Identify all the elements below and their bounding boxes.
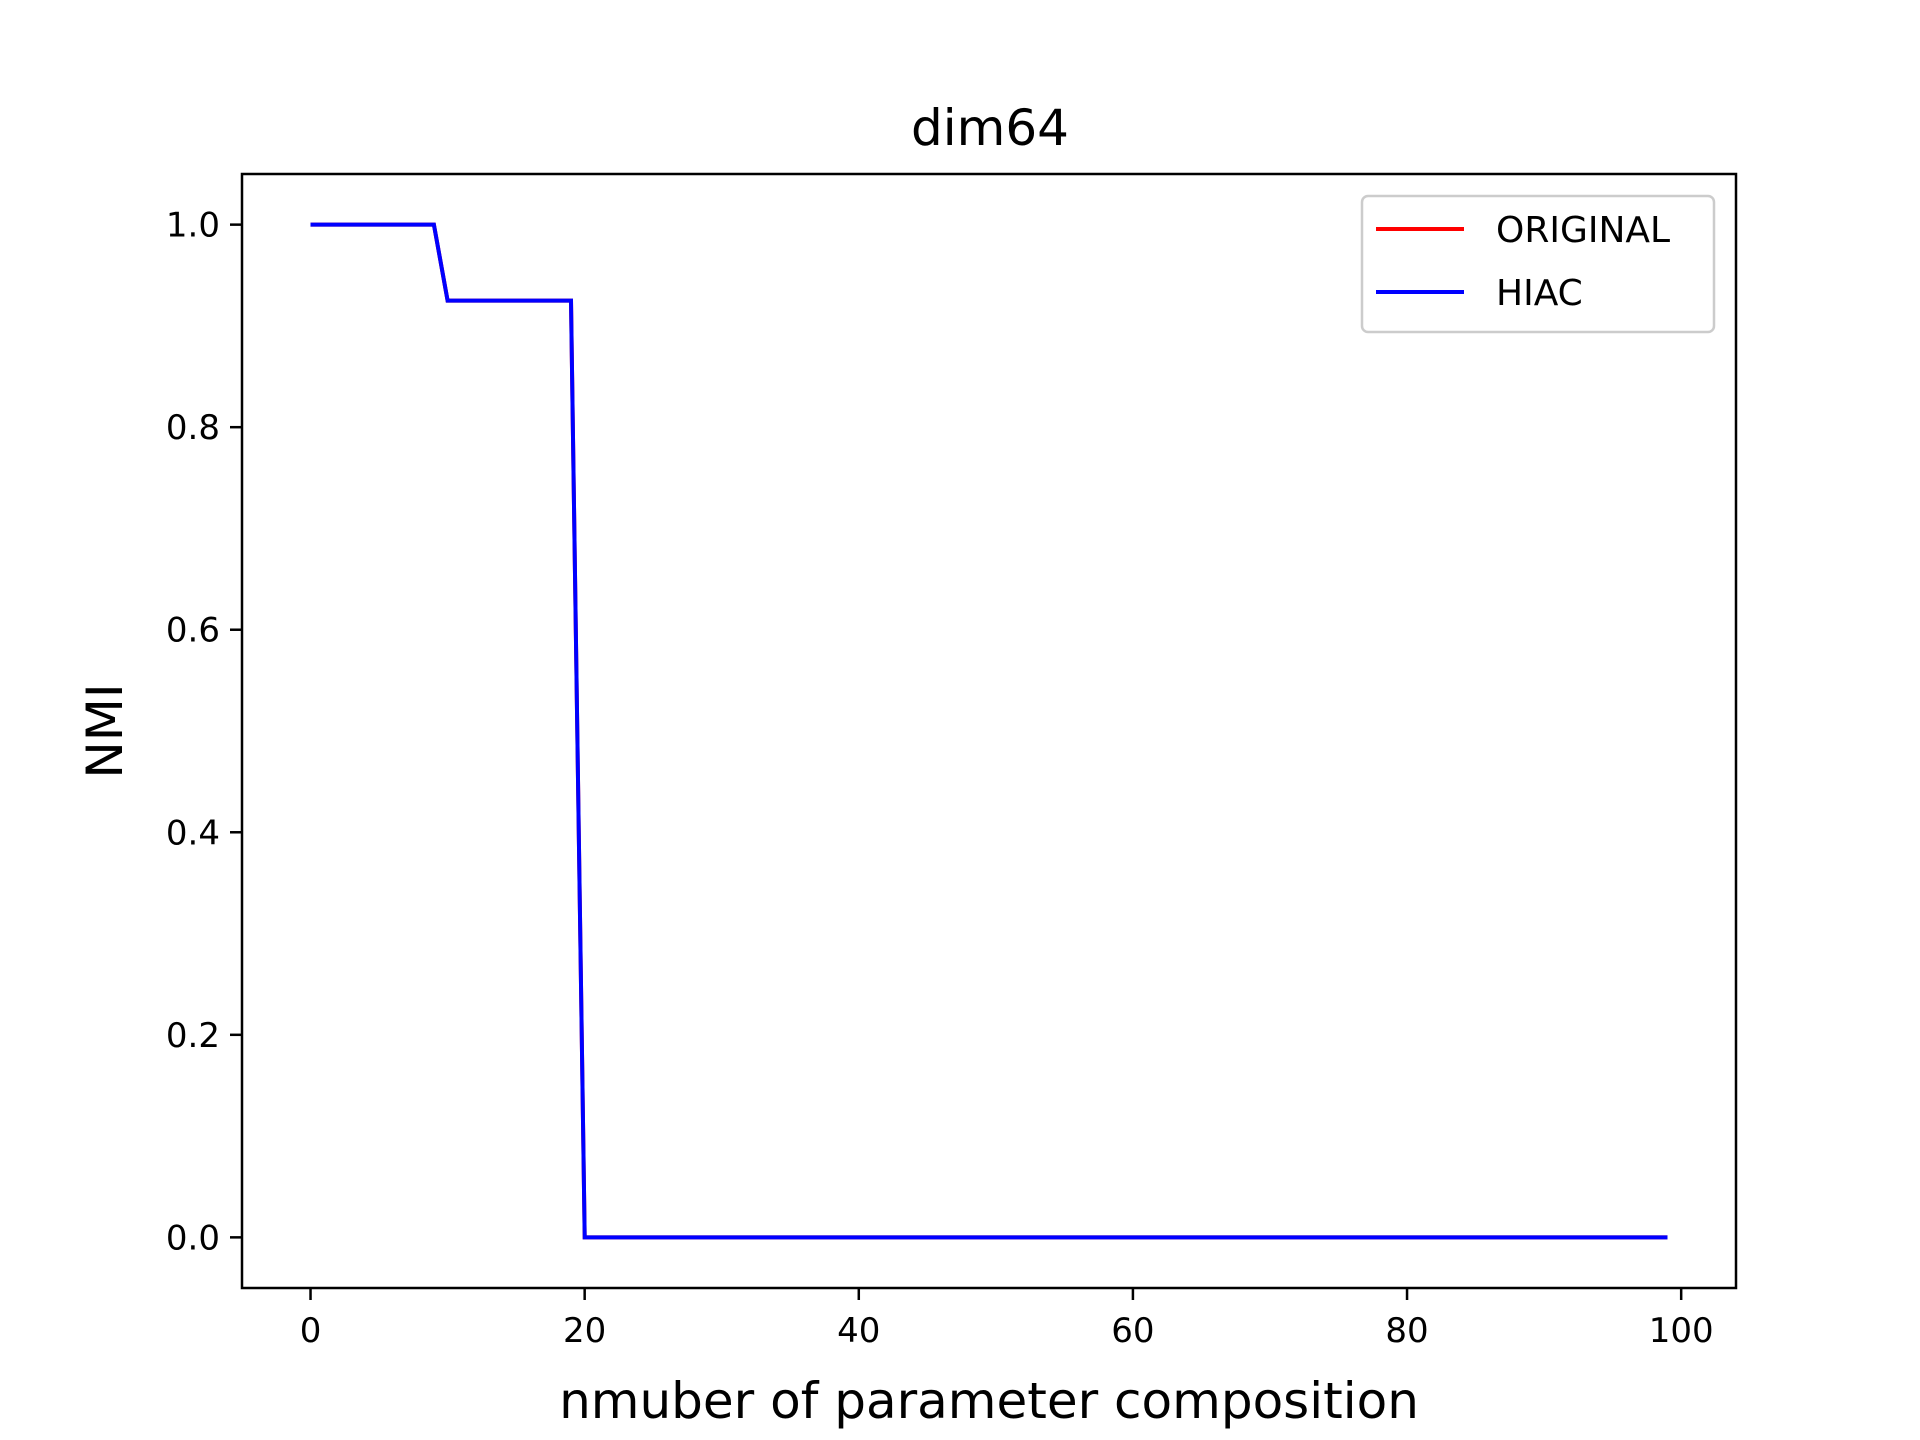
x-tick-label: 20 [563, 1311, 606, 1351]
x-tick-label: 40 [837, 1311, 880, 1351]
series-line-hiac [310, 222, 1668, 1240]
y-tick-label: 0.6 [166, 611, 220, 651]
y-tick-label: 0.8 [166, 408, 220, 448]
y-tick-label: 0.4 [166, 813, 220, 853]
plot-area [240, 172, 1738, 1290]
x-axis: 0 20 40 60 80 100 [300, 1288, 1714, 1351]
x-axis-label: nmuber of parameter composition [559, 1372, 1419, 1430]
x-tick-label: 0 [300, 1311, 322, 1351]
legend-label-original: ORIGINAL [1496, 210, 1670, 251]
y-axis-label: NMI [76, 683, 134, 778]
y-tick-label: 0.0 [166, 1218, 220, 1258]
x-tick-label: 100 [1649, 1311, 1714, 1351]
y-tick-label: 1.0 [166, 206, 220, 246]
series-lines [310, 222, 1668, 1240]
x-tick-label: 60 [1111, 1311, 1154, 1351]
y-tick-label: 0.2 [166, 1016, 220, 1056]
legend: ORIGINAL HIAC [1360, 194, 1716, 334]
legend-label-hiac: HIAC [1496, 273, 1583, 314]
y-axis: 0.0 0.2 0.4 0.6 0.8 1.0 [166, 206, 242, 1258]
x-tick-label: 80 [1385, 1311, 1428, 1351]
chart-title: dim64 [911, 99, 1069, 157]
